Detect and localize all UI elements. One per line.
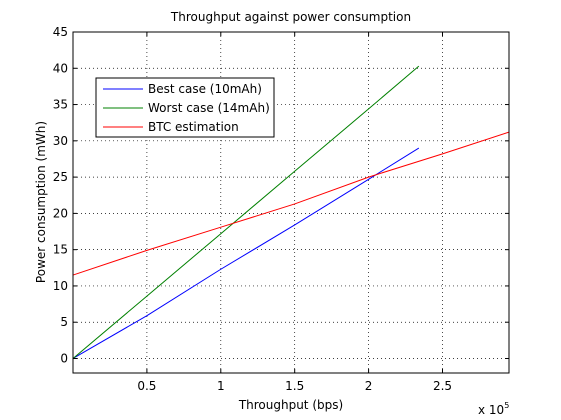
ticks: 0.5 1 1.5 2 2.5 0 5 10 15 20 25 30 35 40 45 bbox=[53, 25, 509, 393]
series-lines bbox=[72, 65, 510, 359]
x-tick-label: 1 bbox=[217, 379, 225, 393]
legend-label: Best case (10mAh) bbox=[148, 82, 262, 96]
y-tick-label: 25 bbox=[53, 170, 68, 184]
x-axis-exponent: x 105 bbox=[478, 401, 509, 417]
chart-title: Throughput against power consumption bbox=[170, 10, 411, 24]
x-tick-label: 1.5 bbox=[285, 379, 304, 393]
x-tick-label: 2 bbox=[365, 379, 373, 393]
series-line-3 bbox=[72, 131, 510, 276]
y-tick-label: 5 bbox=[60, 315, 68, 329]
legend-label: BTC estimation bbox=[148, 120, 239, 134]
legend: Best case (10mAh) Worst case (14mAh) BTC e… bbox=[95, 77, 275, 138]
y-tick-label: 45 bbox=[53, 25, 68, 39]
y-tick-label: 20 bbox=[53, 206, 68, 220]
plot-frame bbox=[72, 31, 510, 374]
y-tick-label: 0 bbox=[60, 351, 68, 365]
y-tick-label: 30 bbox=[53, 134, 68, 148]
x-axis-exponent-base: x 10 bbox=[478, 403, 504, 417]
x-axis-label: Throughput (bps) bbox=[238, 398, 343, 412]
y-tick-label: 40 bbox=[53, 61, 68, 75]
y-tick-label: 15 bbox=[53, 243, 68, 257]
x-axis-exponent-power: 5 bbox=[504, 401, 509, 410]
x-tick-label: 0.5 bbox=[137, 379, 156, 393]
series-line-2 bbox=[72, 65, 420, 359]
y-tick-label: 10 bbox=[53, 279, 68, 293]
legend-label: Worst case (14mAh) bbox=[148, 101, 270, 115]
y-tick-label: 35 bbox=[53, 98, 68, 112]
y-axis-label: Power consumption (mWh) bbox=[34, 121, 48, 283]
x-tick-label: 2.5 bbox=[433, 379, 452, 393]
